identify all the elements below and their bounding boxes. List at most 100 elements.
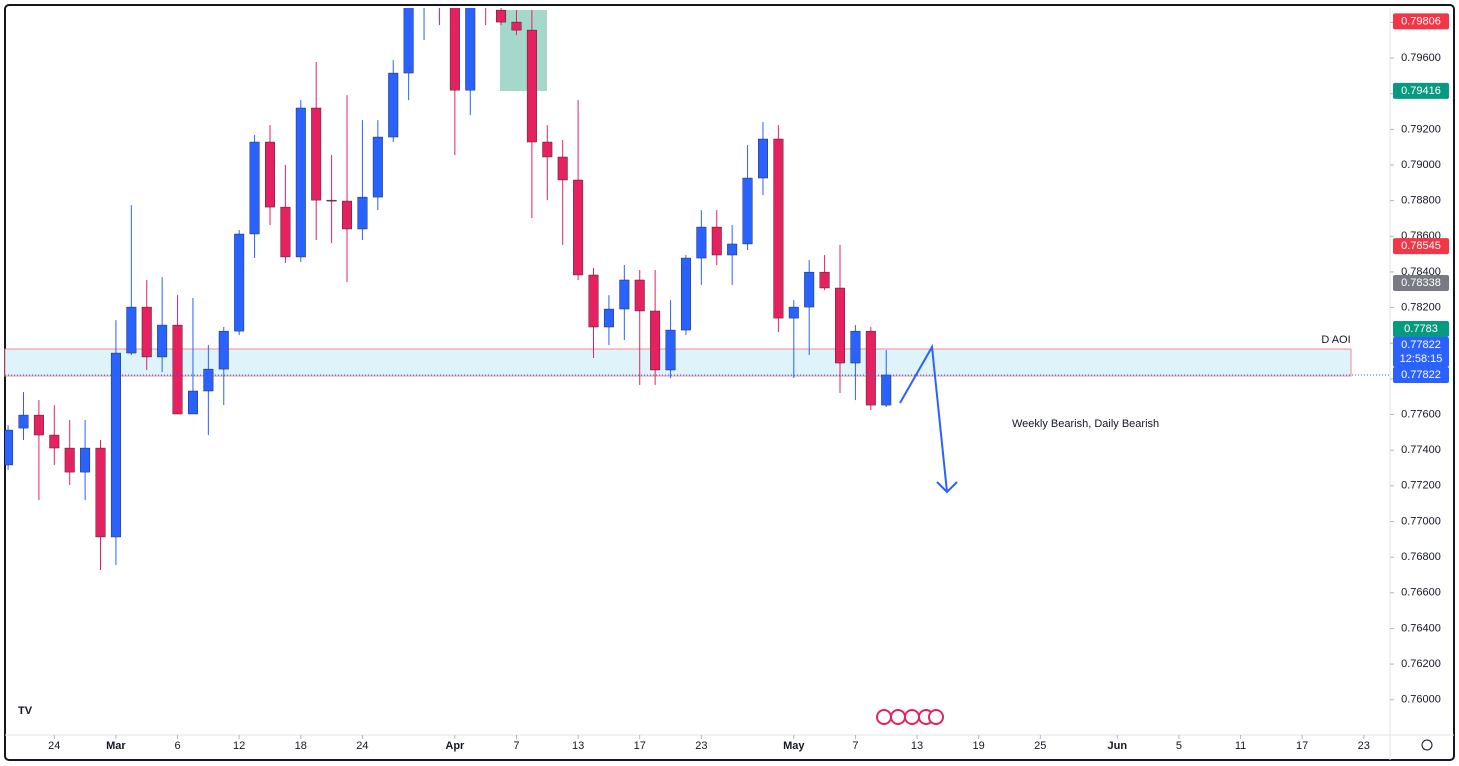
event-icon [876, 709, 892, 725]
candle-body [295, 107, 306, 258]
x-tick-label: Mar [106, 740, 126, 752]
candle-body [449, 8, 460, 91]
event-icon [890, 709, 906, 725]
candle-body [588, 274, 599, 328]
candle-body [141, 306, 152, 358]
y-tick-label: 0.79600 [1401, 52, 1441, 64]
projection-arrow [899, 343, 948, 493]
candle-body [542, 141, 553, 158]
candle-body [496, 9, 507, 23]
settings-icon[interactable] [1421, 739, 1433, 751]
annotation: Weekly Bearish, Daily Bearish [1012, 418, 1159, 430]
candle-body [172, 324, 183, 415]
candle-body [5, 429, 14, 466]
x-tick-label: 13 [911, 740, 923, 752]
y-tick-label: 0.77200 [1401, 480, 1441, 492]
y-tick-label: 0.76400 [1401, 622, 1441, 634]
y-tick-label: 0.76800 [1401, 551, 1441, 563]
price-label: 0.78545 [1401, 240, 1441, 252]
price-label-box [1393, 238, 1449, 255]
y-tick-label: 0.78200 [1401, 302, 1441, 314]
price-label: 0.7783 [1404, 323, 1438, 335]
y-tick-label: 0.78800 [1401, 195, 1441, 207]
x-tick-label: 5 [1176, 740, 1182, 752]
x-tick-label: 17 [634, 740, 646, 752]
x-tick-label: 18 [295, 740, 307, 752]
x-tick-label: 24 [356, 740, 368, 752]
countdown: 12:58:15 [1400, 353, 1443, 365]
candle-body [126, 306, 137, 354]
candles [5, 8, 1390, 570]
candle-body [342, 200, 352, 230]
x-tick-label: 23 [695, 740, 707, 752]
candle-body [95, 447, 106, 538]
candle-body [388, 72, 399, 138]
x-tick-label: 19 [973, 740, 985, 752]
target-zone [500, 10, 547, 91]
candle-body [680, 257, 691, 331]
y-tick-label: 0.76000 [1401, 694, 1441, 706]
price-label-box [1393, 336, 1449, 367]
candle-body [696, 226, 707, 259]
event-icon [904, 709, 920, 725]
price-label: 0.79416 [1401, 85, 1441, 97]
candle-body [265, 141, 275, 208]
logo: TV [18, 705, 33, 717]
y-tick-label: 0.76200 [1401, 658, 1441, 670]
candle-body [311, 107, 322, 201]
price-label-box [1393, 366, 1449, 383]
x-tick-label: 25 [1034, 740, 1046, 752]
candle-body [819, 271, 830, 289]
candle-body [326, 199, 337, 202]
x-tick-label: 17 [1296, 740, 1308, 752]
frame [4, 4, 1455, 761]
candle-body [465, 8, 476, 91]
candle-body [773, 138, 784, 319]
candle-body [881, 374, 892, 406]
candle-body [742, 177, 753, 245]
candle-body [372, 136, 383, 198]
candle-body [557, 156, 568, 181]
y-tick-label: 0.79000 [1401, 159, 1441, 171]
candle-body [218, 330, 229, 370]
candle-body [727, 243, 738, 256]
x-tick-label: 13 [572, 740, 584, 752]
candle-body [234, 233, 245, 332]
x-tick-label: May [783, 740, 805, 752]
x-tick-label: 24 [48, 740, 60, 752]
event-icons [876, 709, 944, 725]
y-tick-label: 0.78400 [1401, 266, 1441, 278]
zone-label: D AOI [1321, 334, 1350, 346]
candle-body [526, 29, 537, 143]
y-tick-label: 0.76600 [1401, 587, 1441, 599]
price-label-box [1393, 13, 1449, 30]
y-tick-label: 0.77400 [1401, 444, 1441, 456]
price-label-box [1393, 275, 1449, 292]
x-tick-label: 7 [852, 740, 858, 752]
price-label-box [1393, 82, 1449, 99]
candle-body [573, 179, 584, 276]
candle-body [110, 352, 121, 538]
candle-body [650, 310, 661, 371]
candle-body [634, 279, 645, 312]
candle-body [80, 447, 91, 473]
candle-body [511, 21, 522, 31]
x-tick-label: 6 [174, 740, 180, 752]
price-label-box [1393, 320, 1449, 337]
candle-body [18, 414, 29, 429]
candle-body [280, 206, 291, 258]
y-tick-label: 0.77000 [1401, 515, 1441, 527]
candle-body [249, 141, 260, 235]
candle-body [33, 414, 44, 436]
y-tick-label: 0.79200 [1401, 123, 1441, 135]
candle-body [665, 329, 676, 371]
y-tick-label: 0.77600 [1401, 408, 1441, 420]
event-icon [928, 709, 944, 725]
plot-area [4, 10, 1352, 377]
candle-body [187, 390, 198, 415]
price-label: 0.79806 [1401, 15, 1441, 27]
candle-body [403, 8, 414, 74]
x-tick-label: 11 [1235, 740, 1246, 752]
